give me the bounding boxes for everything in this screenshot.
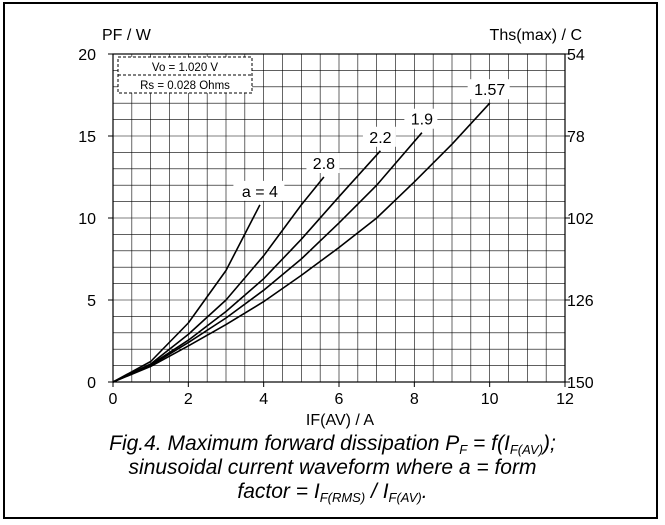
axis-ticks: 0 2 4 6 8 10 12 0 5 10 15 20 54 78 102 126 150 — [78, 47, 594, 408]
x-tick-label: 4 — [259, 391, 268, 408]
curve-label-2: 2.8 — [313, 156, 335, 173]
curves: a = 4 2.8 2.2 1.9 1.57 — [112, 79, 510, 383]
grid — [113, 54, 565, 382]
figure-frame — [3, 2, 658, 519]
curve-1 — [112, 204, 261, 383]
curve-label-4: 1.9 — [411, 112, 433, 129]
curve-label-background — [467, 79, 510, 100]
curve-label-1: a = 4 — [242, 184, 278, 201]
curve-label-background — [306, 153, 340, 173]
y-tick-label: 20 — [78, 47, 96, 64]
parameter-vo: Vo = 1.020 V — [152, 62, 219, 74]
curve-4 — [112, 132, 423, 383]
caption-line-2: sinusoidal current waveform where a = fo… — [128, 456, 537, 479]
chart: a = 4 2.8 2.2 1.9 1.57 0 2 4 6 8 10 12 0 5 10 15 20 54 78… — [78, 27, 594, 429]
x-tick-label: 2 — [184, 391, 193, 408]
x-axis-title: IF(AV) / A — [306, 412, 374, 429]
y2-tick-label: 54 — [567, 47, 585, 64]
y-tick-label: 0 — [87, 375, 96, 392]
x-tick-label: 0 — [109, 391, 118, 408]
y-tick-label: 10 — [78, 211, 96, 228]
y2-tick-label: 78 — [567, 129, 585, 146]
figure-caption: Fig.4. Maximum forward dissipation PF = … — [20, 432, 645, 504]
parameter-rs: Rs = 0.028 Ohms — [140, 80, 230, 92]
y2-tick-label: 150 — [567, 375, 594, 392]
curve-label-3: 2.2 — [369, 130, 391, 147]
y2-tick-label: 102 — [567, 211, 594, 228]
y-tick-label: 15 — [78, 129, 96, 146]
y-tick-label: 5 — [87, 293, 96, 310]
y2-tick-label: 126 — [567, 293, 594, 310]
x-tick-label: 6 — [335, 391, 344, 408]
caption-line-3: factor = IF(RMS) / IF(AV). — [237, 480, 428, 505]
y-axis-title: PF / W — [102, 27, 152, 44]
curve-2 — [112, 176, 325, 383]
curve-label-background — [233, 180, 285, 201]
parameter-box: Vo = 1.020 V Rs = 0.028 Ohms — [117, 56, 253, 94]
curve-3 — [112, 150, 381, 383]
curve-label-background — [404, 108, 438, 129]
curve-5 — [112, 102, 491, 383]
y2-axis-title: Ths(max) / C — [490, 27, 582, 44]
curve-label-background — [362, 126, 396, 147]
caption-line-1: Fig.4. Maximum forward dissipation PF = … — [109, 432, 556, 457]
x-tick-label: 12 — [556, 391, 574, 408]
x-tick-label: 10 — [481, 391, 499, 408]
x-tick-label: 8 — [410, 391, 419, 408]
curve-label-5: 1.57 — [474, 82, 505, 99]
